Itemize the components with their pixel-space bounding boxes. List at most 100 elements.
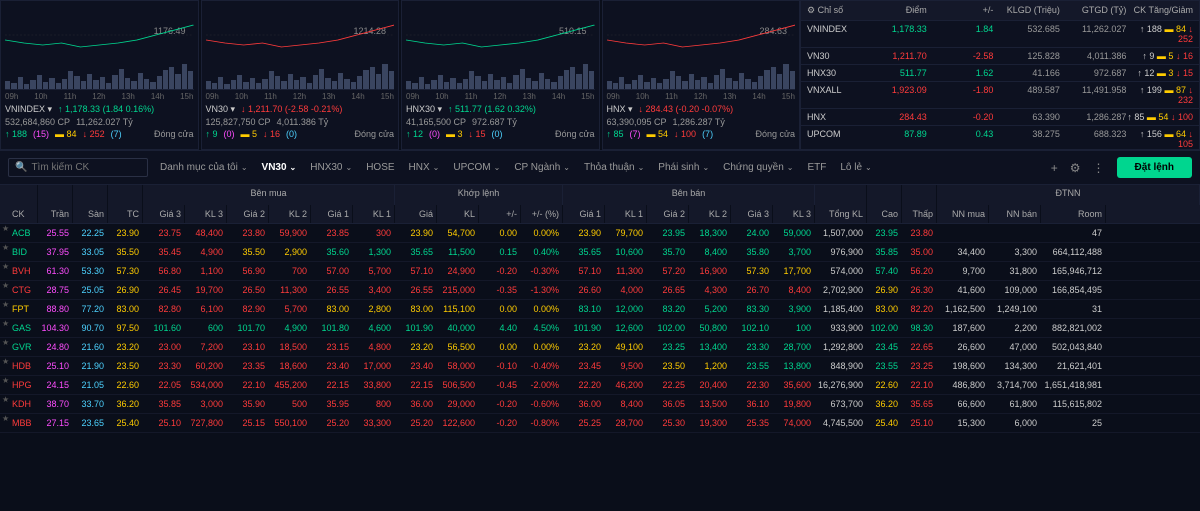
order-button[interactable]: Đặt lệnh — [1117, 157, 1192, 178]
tab-UPCOM[interactable]: UPCOM ⌄ — [453, 162, 500, 173]
stock-row-HPG[interactable]: ★HPG24.1521.0522.6022.05534,00022.10455,… — [0, 376, 1200, 395]
stock-row-GVR[interactable]: ★GVR24.8021.6023.2023.007,20023.1018,500… — [0, 338, 1200, 357]
star-icon[interactable]: ★ — [2, 414, 9, 423]
col-header[interactable]: NN bán — [989, 205, 1041, 223]
cell: 28.75 — [38, 281, 73, 299]
chart-HNX[interactable]: 284.63 09h10h11h12h13h14h15h HNX ▾↓ 284.… — [602, 0, 801, 150]
star-icon[interactable]: ★ — [2, 376, 9, 385]
cell: 47,000 — [989, 338, 1041, 356]
col-header[interactable]: Giá 1 — [311, 205, 353, 223]
col-header[interactable]: CK — [0, 205, 38, 223]
cell: 22.25 — [73, 224, 108, 242]
col-header[interactable]: +/- (%) — [521, 205, 563, 223]
col-header[interactable]: TC — [108, 205, 143, 223]
star-icon[interactable]: ★ — [2, 300, 9, 309]
cell: 0.00% — [521, 224, 563, 242]
tab-Lô lẻ[interactable]: Lô lẻ ⌄ — [840, 162, 871, 173]
index-row[interactable]: HNX 284.43 -0.20 63.390 1,286.287 ↑ 85 ▬… — [801, 108, 1199, 125]
col-header[interactable]: KL 2 — [689, 205, 731, 223]
col-header[interactable]: KL 1 — [605, 205, 647, 223]
star-icon[interactable]: ★ — [2, 357, 9, 366]
chart-VN30[interactable]: 1214.28 09h10h11h12h13h14h15h VN30 ▾↓ 1,… — [201, 0, 400, 150]
star-icon[interactable]: ★ — [2, 262, 9, 271]
col-header[interactable]: KL 2 — [269, 205, 311, 223]
cell: 25.55 — [38, 224, 73, 242]
tab-Danh mục của tôi[interactable]: Danh mục của tôi ⌄ — [160, 162, 248, 173]
tab-HNX[interactable]: HNX ⌄ — [409, 162, 440, 173]
index-row[interactable]: VNINDEX 1,178.33 1.84 532.685 11,262.027… — [801, 20, 1199, 47]
tab-Thỏa thuận[interactable]: Thỏa thuận ⌄ — [584, 162, 644, 173]
stock-row-BVH[interactable]: ★BVH61.3053.3057.3056.801,10056.9070057.… — [0, 262, 1200, 281]
cell: 101.90 — [563, 319, 605, 337]
cell: 35.65 — [395, 243, 437, 261]
cell: 57.20 — [647, 262, 689, 280]
tab-ETF[interactable]: ETF — [807, 162, 826, 173]
tab-Chứng quyền[interactable]: Chứng quyền ⌄ — [723, 162, 793, 173]
col-header[interactable]: Cao — [867, 205, 902, 223]
col-header[interactable]: Thấp — [902, 205, 937, 223]
cell: 3,400 — [353, 281, 395, 299]
search-box[interactable]: 🔍 — [8, 158, 148, 177]
col-header[interactable]: Giá — [395, 205, 437, 223]
star-icon[interactable]: ★ — [2, 243, 9, 252]
stock-row-FPT[interactable]: ★FPT88.8077.2083.0082.806,10082.905,7008… — [0, 300, 1200, 319]
tab-VN30[interactable]: VN30 ⌄ — [262, 162, 297, 173]
col-header[interactable]: KL 3 — [185, 205, 227, 223]
tab-HNX30[interactable]: HNX30 ⌄ — [310, 162, 352, 173]
stock-row-BID[interactable]: ★BID37.9533.0535.5035.454,90035.502,9003… — [0, 243, 1200, 262]
cell: 4,300 — [689, 281, 731, 299]
col-header[interactable]: +/- — [479, 205, 521, 223]
menu-icon[interactable]: ⋮ — [1093, 161, 1105, 175]
cell: 22.20 — [563, 376, 605, 394]
stock-row-ACB[interactable]: ★ACB25.5522.2523.9023.7548,40023.8059,90… — [0, 224, 1200, 243]
col-header[interactable]: Giá 2 — [227, 205, 269, 223]
index-row[interactable]: HNX30 511.77 1.62 41.166 972.687 ↑ 12 ▬ … — [801, 64, 1199, 81]
col-header[interactable]: Giá 2 — [647, 205, 689, 223]
tab-CP Ngành[interactable]: CP Ngành ⌄ — [514, 162, 570, 173]
add-icon[interactable]: + — [1051, 161, 1058, 175]
col-header[interactable]: KL 1 — [353, 205, 395, 223]
chart-VNINDEX[interactable]: 1176.49 09h10h11h12h13h14h15h VNINDEX ▾↑… — [0, 0, 199, 150]
cell: 26.50 — [227, 281, 269, 299]
tab-Phái sinh[interactable]: Phái sinh ⌄ — [658, 162, 709, 173]
search-input[interactable] — [31, 162, 141, 173]
stock-row-MBB[interactable]: ★MBB27.1523.6525.4025.10727,80025.15550,… — [0, 414, 1200, 433]
col-header[interactable]: Room — [1041, 205, 1106, 223]
cell: 9,500 — [605, 357, 647, 375]
tab-HOSE[interactable]: HOSE — [366, 162, 394, 173]
cell: -0.30% — [521, 262, 563, 280]
cell: -0.20 — [479, 414, 521, 432]
cell: 25.10 — [38, 357, 73, 375]
col-header[interactable]: KL 3 — [773, 205, 815, 223]
star-icon[interactable]: ★ — [2, 319, 9, 328]
col-header[interactable]: Giá 3 — [143, 205, 185, 223]
cell: 5,700 — [269, 300, 311, 318]
index-row[interactable]: VN30 1,211.70 -2.58 125.828 4,011.386 ↑ … — [801, 47, 1199, 64]
star-icon[interactable]: ★ — [2, 281, 9, 290]
cell: 0.00 — [479, 224, 521, 242]
index-row[interactable]: VNXALL 1,923.09 -1.80 489.587 11,491.958… — [801, 81, 1199, 108]
star-icon[interactable]: ★ — [2, 224, 9, 233]
cell: 101.70 — [227, 319, 269, 337]
stock-row-HDB[interactable]: ★HDB25.1021.9023.5023.3060,20023.3518,60… — [0, 357, 1200, 376]
cell: -0.80% — [521, 414, 563, 432]
settings-icon[interactable]: ⚙ — [1070, 161, 1081, 175]
star-icon[interactable]: ★ — [2, 338, 9, 347]
col-header[interactable]: Trần — [38, 205, 73, 223]
cell: 25.10 — [902, 414, 937, 432]
cell: 19,800 — [773, 395, 815, 413]
col-header[interactable]: Sàn — [73, 205, 108, 223]
col-header[interactable]: Giá 3 — [731, 205, 773, 223]
cell: 98.30 — [902, 319, 937, 337]
stock-row-GAS[interactable]: ★GAS104.3090.7097.50101.60600101.704,900… — [0, 319, 1200, 338]
chart-HNX30[interactable]: 510.15 09h10h11h12h13h14h15h HNX30 ▾↑ 51… — [401, 0, 600, 150]
stock-row-CTG[interactable]: ★CTG28.7525.0526.9026.4519,70026.5011,30… — [0, 281, 1200, 300]
col-header[interactable]: NN mua — [937, 205, 989, 223]
col-header[interactable]: KL — [437, 205, 479, 223]
cell: 36.20 — [108, 395, 143, 413]
star-icon[interactable]: ★ — [2, 395, 9, 404]
col-header[interactable]: Tổng KL — [815, 205, 867, 223]
col-header[interactable]: Giá 1 — [563, 205, 605, 223]
stock-row-KDH[interactable]: ★KDH38.7033.7036.2035.853,00035.9050035.… — [0, 395, 1200, 414]
index-row[interactable]: UPCOM 87.89 0.43 38.275 688.323 ↑ 156 ▬ … — [801, 125, 1199, 152]
